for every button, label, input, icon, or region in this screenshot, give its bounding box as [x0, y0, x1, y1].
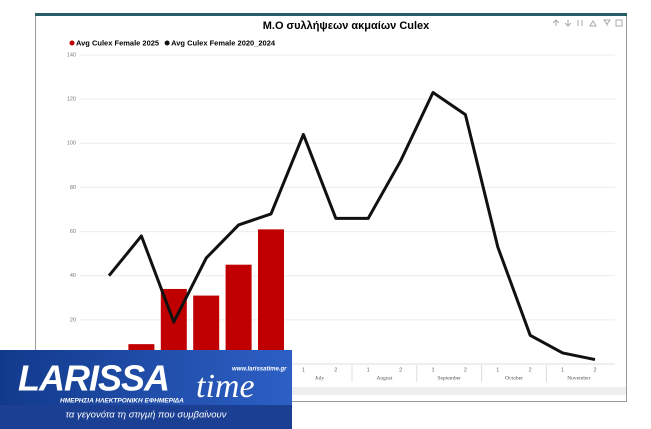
month-label: July	[315, 375, 324, 381]
scroll-bar	[36, 387, 626, 395]
y-tick-label: 100	[67, 141, 76, 147]
bar	[225, 264, 252, 364]
logo-band	[0, 405, 292, 429]
toolbar-icons	[552, 19, 623, 27]
y-tick-label: 60	[70, 229, 76, 235]
month-label: October	[505, 375, 523, 381]
logo-brand2: time	[196, 368, 255, 405]
x-tick-label: 1	[496, 367, 499, 373]
month-label: August	[376, 375, 392, 381]
legend-label: Avg Culex Female 2025	[76, 38, 159, 47]
x-tick-label: 2	[464, 367, 467, 373]
logo-brand: LARISSA	[18, 358, 169, 399]
chart-title: Μ.Ο συλλήψεων ακμαίων Culex	[263, 20, 430, 32]
bar	[258, 229, 284, 364]
card-top-bar	[35, 13, 627, 16]
legend-swatch	[69, 40, 75, 46]
legend-swatch	[164, 40, 170, 46]
x-tick-label: 1	[367, 367, 370, 373]
x-tick-label: 2	[399, 367, 402, 373]
month-label: November	[567, 375, 590, 381]
x-tick-label: 1	[302, 367, 305, 373]
x-tick-label: 1	[431, 367, 434, 373]
x-tick-label: 2	[593, 367, 596, 373]
month-label: September	[437, 375, 461, 381]
y-tick-label: 120	[67, 97, 76, 103]
legend-label: Avg Culex Female 2020_2024	[171, 38, 276, 47]
y-tick-label: 140	[67, 52, 76, 58]
logo-tagline: ΗΜΕΡΗΣΙΑ ΗΛΕΚΤΡΟΝΙΚΗ ΕΦΗΜΕΡΙΔΑ	[60, 398, 184, 405]
x-tick-label: 2	[334, 367, 337, 373]
logo-slogan: τα γεγονότα τη στιγμή που συμβαίνουν	[66, 410, 227, 421]
y-tick-label: 80	[70, 185, 76, 191]
line	[107, 91, 596, 362]
x-tick-label: 2	[529, 367, 532, 373]
y-tick-label: 40	[70, 273, 76, 279]
y-tick-label: 20	[70, 317, 76, 323]
x-tick-label: 1	[561, 367, 564, 373]
logo-url: www.larissatime.gr	[232, 367, 287, 373]
